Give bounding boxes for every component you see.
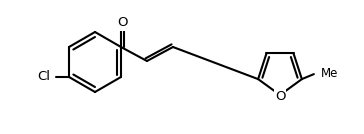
- Text: Me: Me: [321, 67, 338, 80]
- Text: Cl: Cl: [37, 70, 50, 83]
- Text: O: O: [275, 90, 285, 103]
- Text: O: O: [117, 16, 128, 29]
